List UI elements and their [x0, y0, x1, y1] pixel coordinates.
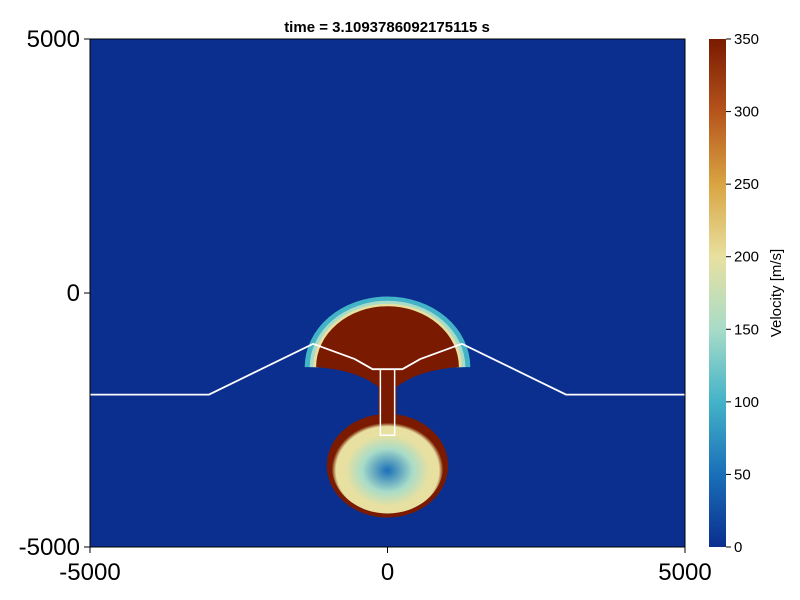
colorbar-tick-label: 150 [734, 321, 759, 338]
colorbar-ticks: 350 300 250 200 150 100 50 0 [726, 31, 759, 556]
lower-chamber-disc [331, 417, 444, 514]
colorbar-scale [709, 39, 726, 547]
y-tick-label: 5000 [27, 26, 80, 53]
colorbar-tick-label: 250 [734, 176, 759, 193]
conduit-outline [379, 369, 396, 436]
x-tick-label: 0 [381, 559, 394, 586]
colorbar-tick-label: 200 [734, 249, 759, 266]
colorbar-tick-label: 0 [734, 539, 742, 556]
velocity-field [304, 296, 471, 518]
x-tick-label: -5000 [59, 559, 120, 586]
colorbar-tick-label: 50 [734, 466, 751, 483]
colorbar: 350 300 250 200 150 100 50 0 Velocity [m/s] [709, 31, 785, 556]
chart-title: time = 3.1093786092175115 s [284, 19, 490, 36]
colorbar-label: Velocity [m/s] [768, 249, 785, 337]
y-tick-label: 0 [67, 280, 80, 307]
colorbar-tick-label: 100 [734, 394, 759, 411]
plume-cap-core [316, 306, 459, 389]
x-axis: -5000 0 5000 [59, 547, 712, 586]
y-tick-label: -5000 [19, 534, 80, 561]
plot-area [89, 38, 686, 548]
y-axis: 5000 0 -5000 [19, 26, 90, 561]
x-tick-label: 5000 [658, 559, 711, 586]
colorbar-tick-label: 350 [734, 31, 759, 48]
colorbar-tick-label: 300 [734, 104, 759, 121]
topography-line [90, 342, 685, 396]
